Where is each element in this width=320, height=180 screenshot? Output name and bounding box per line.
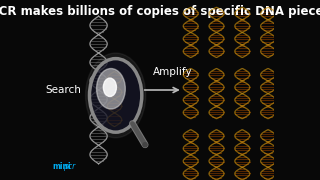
Text: Amplify: Amplify [153,67,192,77]
Ellipse shape [97,69,125,109]
Ellipse shape [103,78,116,96]
Ellipse shape [85,53,146,138]
Text: pcr: pcr [63,162,75,171]
Text: mini: mini [52,162,71,171]
Text: PCR makes billions of copies of specific DNA pieces: PCR makes billions of copies of specific… [0,5,320,18]
Ellipse shape [90,59,142,132]
Text: Search: Search [45,85,81,95]
